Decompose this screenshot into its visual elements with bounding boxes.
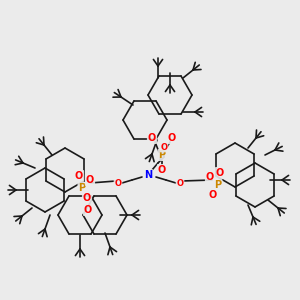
Text: P: P	[158, 150, 166, 160]
Text: O: O	[216, 168, 224, 178]
Text: O: O	[158, 165, 166, 175]
Text: P: P	[78, 183, 85, 193]
Text: O: O	[115, 178, 122, 188]
Text: O: O	[206, 172, 214, 182]
Text: N: N	[144, 170, 152, 180]
Text: O: O	[83, 193, 91, 203]
Text: O: O	[209, 190, 217, 200]
Text: O: O	[75, 171, 83, 181]
Text: O: O	[86, 175, 94, 185]
Text: O: O	[148, 133, 156, 143]
Text: P: P	[214, 180, 222, 190]
Text: O: O	[84, 205, 92, 215]
Text: O: O	[160, 142, 167, 152]
Text: O: O	[168, 133, 176, 143]
Text: O: O	[176, 178, 184, 188]
